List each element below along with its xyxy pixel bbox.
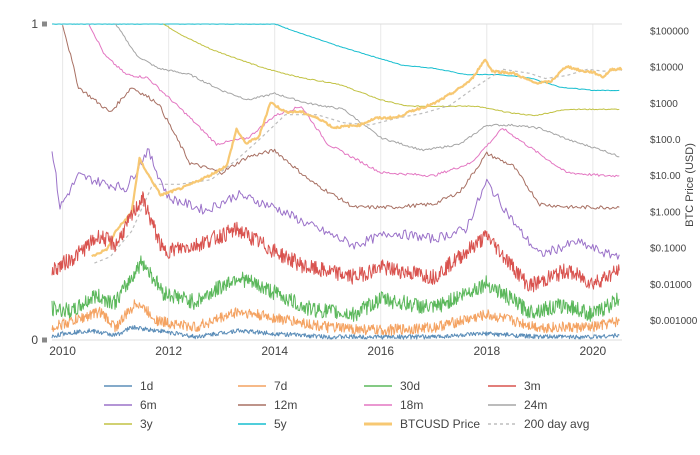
legend-label: 24m [524,398,547,412]
legend-label: BTCUSD Price [400,417,480,431]
legend-item-3m[interactable]: 3m [488,379,541,393]
y-right-tick-label: $100.0 [650,135,681,146]
legend-item-200-day-avg[interactable]: 200 day avg [488,417,589,431]
legend-label: 12m [274,398,297,412]
legend-item-btcusd-price[interactable]: BTCUSD Price [364,417,480,431]
legend-label: 3y [140,417,153,431]
legend-item-18m[interactable]: 18m [364,398,423,412]
y-right-tick-label: $1.000 [650,207,681,218]
y-left-tick-label: 0 [31,333,38,347]
y-right-tick-label: $100000 [650,26,689,37]
legend-label: 1d [140,379,153,393]
grid-layer [52,23,622,341]
legend-label: 7d [274,379,287,393]
series-line-btcusd-price [91,58,623,258]
series-line-12m [62,25,620,210]
legend-item-3y[interactable]: 3y [104,417,153,431]
x-tick-label: 2020 [579,344,606,358]
series-line-3y [163,23,620,117]
legend-label: 200 day avg [524,417,589,431]
legend-item-6m[interactable]: 6m [104,398,157,412]
legend-item-7d[interactable]: 7d [238,379,287,393]
legend-label: 6m [140,398,157,412]
y-right-tick-label: $0.1000 [650,244,687,255]
legend-label: 3m [524,379,541,393]
series-line-18m [88,24,620,178]
x-tick-label: 2010 [49,344,76,358]
legend-item-24m[interactable]: 24m [488,398,547,412]
y-right-tick-label: $10.00 [650,171,681,182]
axis-layer: BTC Price (USD) 2010 2012 2014 2016 2018 2020… [31,17,697,358]
y-left-tick-marker [42,337,47,343]
legend-item-1d[interactable]: 1d [104,379,153,393]
series-line-30d [51,255,620,322]
y-left-tick-marker [42,21,47,27]
legend[interactable]: 1d 7d 30d 3m 6m 12m 18m 24m 3y 5y BTCUSD Price 200 … [104,379,589,431]
series-line-200-day-avg [94,68,622,264]
legend-label: 18m [400,398,423,412]
y-right-tick-label: $0.001000 [650,316,698,327]
series-line-3m [51,191,620,293]
legend-label: 5y [274,417,287,431]
series-line-7d [51,299,620,337]
legend-item-5y[interactable]: 5y [238,417,287,431]
y-left-tick-label: 1 [31,17,38,31]
x-tick-label: 2018 [473,344,500,358]
y-right-tick-label: $1000 [650,99,678,110]
series-line-1d [51,325,620,340]
y-right-axis-title: BTC Price (USD) [684,143,696,227]
series-line-5y [52,23,620,92]
x-tick-label: 2012 [155,344,182,358]
y-right-tick-label: $10000 [650,63,684,74]
x-tick-label: 2016 [367,344,394,358]
series-layer [51,23,623,340]
legend-item-30d[interactable]: 30d [364,379,420,393]
x-tick-label: 2014 [261,344,288,358]
series-line-24m [115,23,620,158]
series-line-6m [51,148,620,260]
legend-item-12m[interactable]: 12m [238,398,297,412]
y-right-tick-label: $0.01000 [650,280,692,291]
legend-label: 30d [400,379,420,393]
